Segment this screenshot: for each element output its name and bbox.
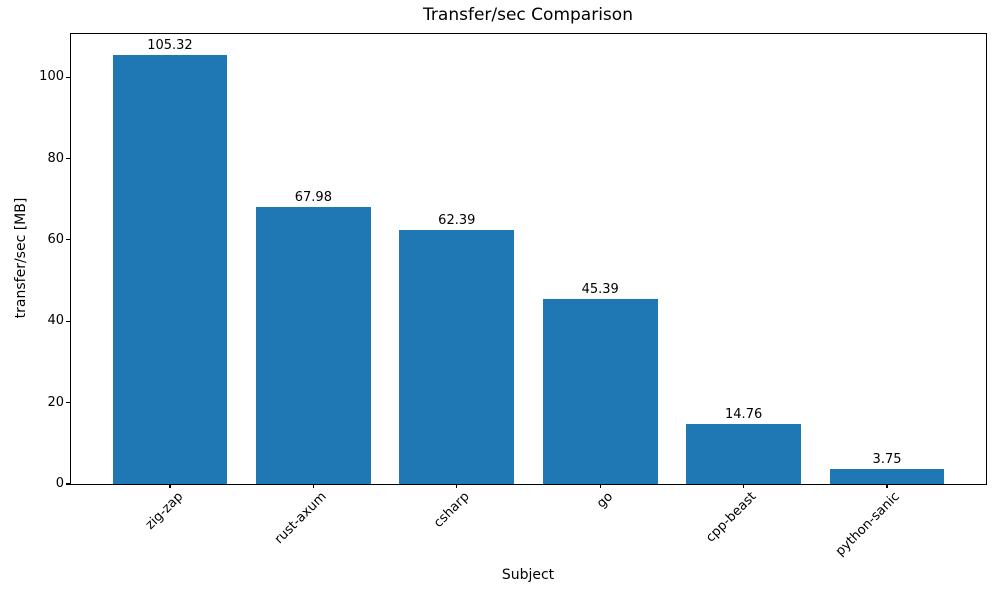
chart-title: Transfer/sec Comparison — [423, 5, 633, 25]
x-tick-mark — [312, 484, 314, 488]
y-tick-mark — [66, 239, 70, 241]
y-tick-mark — [66, 320, 70, 322]
y-tick-mark — [66, 157, 70, 160]
y-tick-mark — [66, 483, 70, 485]
y-tick-label: 20 — [47, 394, 64, 410]
x-tick-mark — [599, 484, 601, 488]
x-tick-mark — [743, 484, 745, 488]
bar-value-label: 67.98 — [294, 190, 332, 206]
x-tick-label: python-sanic — [832, 489, 903, 560]
x-tick-mark — [886, 484, 888, 488]
y-tick-label: 100 — [39, 69, 64, 85]
y-tick-label: 60 — [47, 231, 64, 247]
y-axis-label: transfer/sec [MB] — [13, 197, 29, 319]
x-tick-label: go — [594, 489, 617, 512]
y-tick-label: 40 — [47, 313, 64, 329]
bar — [829, 468, 945, 484]
y-tick-label: 80 — [47, 150, 64, 166]
x-tick-label: cpp-beast — [703, 489, 760, 546]
x-tick-label: zig-zap — [142, 489, 186, 533]
x-axis-label: Subject — [501, 567, 555, 583]
x-tick-label: rust-axum — [271, 489, 330, 548]
bar-value-label: 3.75 — [872, 451, 902, 467]
y-tick-mark — [66, 402, 70, 404]
x-tick-label: csharp — [431, 489, 473, 531]
x-tick-mark — [169, 484, 171, 488]
bar-value-label: 45.39 — [581, 282, 619, 298]
bar — [542, 299, 658, 484]
bar — [399, 230, 515, 484]
bar-value-label: 14.76 — [725, 406, 763, 422]
bar — [256, 207, 371, 484]
y-tick-mark — [66, 76, 70, 78]
x-tick-mark — [456, 484, 458, 488]
bar-value-label: 105.32 — [147, 38, 193, 54]
bar — [112, 55, 228, 484]
bar-value-label: 62.39 — [438, 213, 476, 229]
plot-area: 0 20 40 60 80 100 105.32 zig-zap 67.98 rust-axum 6… — [39, 33, 987, 559]
y-tick-label: 0 — [55, 476, 64, 491]
bar — [686, 423, 801, 484]
